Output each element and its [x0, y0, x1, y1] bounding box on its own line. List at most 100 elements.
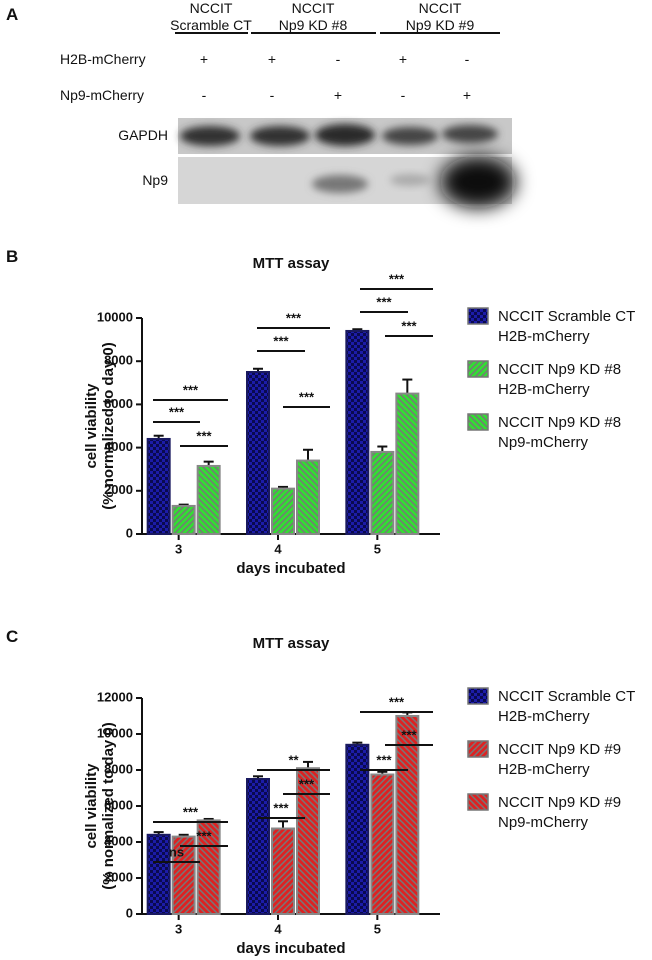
band — [180, 126, 240, 146]
row-mark: - — [400, 87, 406, 103]
significance-label: *** — [299, 776, 315, 791]
y-tick-label: 0 — [126, 905, 133, 920]
band — [440, 156, 516, 208]
band — [250, 126, 310, 146]
row-label: H2B-mCherry — [60, 51, 146, 67]
bar — [171, 835, 196, 915]
y-tick-label: 6000 — [104, 396, 133, 411]
significance-label: *** — [401, 318, 417, 333]
x-tick-label: 5 — [374, 541, 381, 556]
group-label: NCCIT Scramble CT — [170, 0, 252, 33]
bar — [271, 827, 295, 915]
chart-title: MTT assay — [252, 635, 330, 652]
band — [312, 175, 368, 193]
significance-label: ns — [169, 844, 184, 859]
y-tick-label: 2000 — [104, 869, 133, 884]
bar — [395, 392, 420, 535]
legend-label: NCCIT Np9 KD #9 H2B-mCherry — [498, 741, 622, 778]
significance-label: *** — [196, 428, 212, 443]
bar — [146, 437, 171, 535]
y-tick-label: 6000 — [104, 797, 133, 812]
legend-label: NCCIT Scramble CT H2B-mCherry — [498, 688, 636, 725]
significance-label: *** — [389, 694, 405, 709]
bar — [146, 833, 171, 915]
legend-label: NCCIT Scramble CT H2B-mCherry — [498, 308, 636, 345]
bar — [296, 767, 320, 916]
x-axis-label: days incubated — [236, 560, 346, 577]
row-mark: + — [398, 51, 408, 67]
legend-swatch — [467, 360, 489, 378]
legend-label: NCCIT Np9 KD #8 H2B-mCherry — [498, 361, 622, 398]
significance-label: *** — [376, 752, 392, 767]
legend-label: NCCIT Np9 KD #9 Np9-mCherry — [498, 794, 622, 831]
bar — [395, 715, 420, 915]
row-mark: - — [201, 87, 207, 103]
y-tick-label: 8000 — [104, 353, 133, 368]
significance-label: *** — [196, 828, 212, 843]
significance-label: *** — [389, 271, 405, 286]
row-mark: + — [267, 51, 277, 67]
x-axis-label: days incubated — [236, 940, 346, 957]
significance-label: *** — [169, 404, 185, 419]
x-tick-label: 5 — [374, 921, 381, 936]
group-label: NCCIT Np9 KD #8 — [278, 0, 348, 33]
significance-label: *** — [401, 727, 417, 742]
y-tick-label: 2000 — [104, 482, 133, 497]
significance-label: *** — [183, 382, 199, 397]
y-tick-label: 0 — [126, 525, 133, 540]
band-label: Np9 — [142, 172, 168, 188]
bar — [345, 743, 370, 915]
row-label: Np9-mCherry — [60, 87, 145, 103]
bar — [345, 329, 370, 535]
legend-swatch — [467, 307, 489, 325]
legend-swatch — [467, 687, 489, 705]
significance-label: *** — [273, 800, 289, 815]
row-mark: + — [462, 87, 472, 103]
significance-label: ** — [288, 752, 299, 767]
chart-title: MTT assay — [252, 255, 330, 272]
x-tick-label: 3 — [175, 921, 182, 936]
x-tick-label: 4 — [274, 541, 282, 556]
legend-label: NCCIT Np9 KD #8 Np9-mCherry — [498, 414, 622, 451]
band — [442, 125, 498, 143]
row-mark: - — [335, 51, 341, 67]
y-tick-label: 10000 — [97, 725, 133, 740]
y-axis-label: cell viability (% normalized to day 0) — [83, 722, 117, 890]
significance-label: *** — [376, 294, 392, 309]
bar — [271, 487, 295, 536]
band — [315, 124, 375, 146]
panel-label: B — [6, 247, 19, 266]
x-tick-label: 4 — [274, 921, 282, 936]
row-mark: + — [333, 87, 343, 103]
band-label: GAPDH — [118, 127, 168, 143]
bar — [370, 773, 395, 915]
y-tick-label: 4000 — [104, 833, 133, 848]
bar — [246, 371, 270, 535]
bar — [171, 504, 196, 536]
y-tick-label: 12000 — [97, 689, 133, 704]
panel-label: A — [6, 5, 19, 24]
y-tick-label: 4000 — [104, 439, 133, 454]
row-mark: + — [199, 51, 209, 67]
legend-swatch — [467, 413, 489, 431]
row-mark: - — [269, 87, 275, 103]
legend-swatch — [467, 793, 489, 811]
significance-label: *** — [273, 333, 289, 348]
band — [390, 174, 430, 186]
band — [382, 127, 438, 145]
bar — [196, 819, 221, 916]
bar — [296, 459, 320, 535]
y-tick-label: 10000 — [97, 309, 133, 324]
x-tick-label: 3 — [175, 541, 182, 556]
bar — [370, 450, 395, 536]
legend-swatch — [467, 740, 489, 758]
significance-label: *** — [286, 310, 302, 325]
group-label: NCCIT Np9 KD #9 — [405, 0, 475, 33]
y-tick-label: 8000 — [104, 761, 133, 776]
row-mark: - — [464, 51, 470, 67]
y-axis-label: cell viability (% normalized to day 0) — [83, 342, 117, 510]
significance-label: *** — [183, 804, 199, 819]
panel-label: C — [6, 627, 19, 646]
